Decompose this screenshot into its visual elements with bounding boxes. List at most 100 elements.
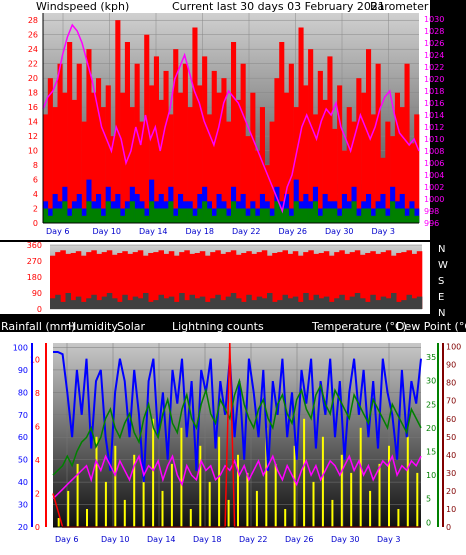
wind-bar: [414, 114, 420, 223]
wind-bar: [293, 107, 299, 223]
humidity-tick: 90: [18, 366, 28, 375]
wind-bar: [187, 208, 193, 223]
temperature-tick: 0: [426, 518, 431, 527]
solar-bar: [208, 481, 211, 527]
direction-bar: [132, 252, 139, 309]
wind-bar: [124, 208, 130, 223]
direction-bar: [385, 250, 392, 309]
lightning-tick: 40: [446, 451, 456, 460]
wind-bar: [399, 107, 405, 223]
solar-bar: [406, 436, 409, 527]
wind-bar: [375, 208, 381, 223]
wind-bar: [390, 136, 396, 223]
solar-bar: [293, 445, 296, 527]
wind-bar: [206, 114, 212, 223]
rain-humidity-temp-panel: Rainfall (mm) Humidity Solar Lightning c…: [0, 320, 466, 555]
wind-bar: [81, 121, 87, 223]
wind-bar: [115, 208, 121, 223]
wind-bar: [139, 121, 145, 223]
direction-bar: [86, 298, 92, 309]
direction-bar: [411, 253, 418, 309]
wind-bar: [67, 208, 73, 223]
wind-bar: [341, 208, 347, 223]
wind-bar: [158, 99, 164, 223]
wind-bar: [86, 49, 92, 224]
solar-bar: [133, 454, 136, 527]
direction-bar: [199, 251, 206, 309]
direction-bar: [117, 253, 123, 309]
wind-bar: [337, 208, 343, 223]
direction-bar: [241, 253, 247, 309]
direction-bar: [75, 251, 82, 309]
rain-tick: 4: [35, 456, 40, 465]
wind-bar: [240, 208, 246, 223]
direction-bar: [246, 251, 252, 309]
wind-bar: [153, 208, 159, 223]
rain-tick: 10: [30, 356, 40, 365]
wind-bar: [52, 208, 58, 223]
rain-tick: 2: [35, 490, 40, 499]
x-tick: Day 22: [239, 535, 268, 544]
wind-bar: [105, 85, 111, 224]
wind-bar: [178, 92, 184, 223]
wind-bar: [96, 78, 102, 223]
wind-bar: [414, 208, 420, 223]
wind-bar: [245, 215, 251, 223]
direction-bar: [256, 252, 263, 309]
direction-bar: [101, 252, 108, 309]
solar-bar: [303, 418, 306, 527]
direction-bar: [365, 301, 371, 309]
wind-bar: [120, 92, 126, 223]
y-right-tick: 1024: [424, 51, 444, 60]
wind-bar: [43, 114, 49, 223]
direction-bar: [220, 253, 226, 309]
solar-bar: [369, 490, 372, 527]
wind-bar: [62, 92, 68, 223]
wind-bar: [361, 208, 367, 223]
direction-tick: 360: [27, 241, 42, 250]
direction-bar: [168, 251, 175, 309]
direction-bar: [132, 296, 139, 309]
direction-bar: [246, 294, 252, 309]
lightning-tick: 20: [446, 487, 456, 496]
y-left-tick: 28: [28, 16, 38, 25]
direction-bar: [334, 298, 340, 309]
y-right-tick: 1014: [424, 111, 444, 120]
solar-bar: [255, 490, 258, 527]
direction-bar: [174, 255, 180, 309]
direction-bar: [323, 296, 330, 309]
wind-bar: [182, 208, 188, 223]
wind-bar: [202, 201, 208, 223]
direction-bar: [179, 252, 185, 309]
solar-bar: [86, 509, 88, 527]
wind-bar: [52, 107, 58, 223]
y-right-tick: 1030: [424, 15, 444, 24]
direction-tick: 270: [27, 257, 42, 266]
direction-bar: [158, 294, 164, 309]
left-axis-label: Windspeed (kph): [36, 0, 129, 13]
wind-bar: [57, 208, 63, 223]
direction-bar: [339, 250, 345, 309]
x-tick: Day 14: [147, 535, 176, 544]
direction-bar: [75, 296, 82, 309]
wind-bar: [47, 215, 53, 223]
direction-bar: [313, 253, 319, 309]
solar-bar: [76, 463, 79, 527]
solar-bar: [199, 445, 202, 527]
lightning-tick: 50: [446, 433, 456, 442]
direction-bar: [158, 250, 164, 309]
solar-bar: [265, 427, 268, 527]
wind-bar: [240, 63, 246, 224]
direction-bar: [153, 300, 159, 309]
wind-bar: [284, 208, 290, 223]
wind-bar: [312, 114, 318, 223]
direction-bar: [267, 293, 273, 309]
x-tick: Day 10: [93, 227, 122, 236]
solar-bar: [95, 436, 98, 527]
dew-point-line: [52, 377, 422, 476]
solar-label: Solar: [117, 320, 146, 333]
wind-bar: [317, 70, 323, 224]
direction-bar: [210, 252, 216, 309]
direction-bar: [318, 253, 325, 309]
